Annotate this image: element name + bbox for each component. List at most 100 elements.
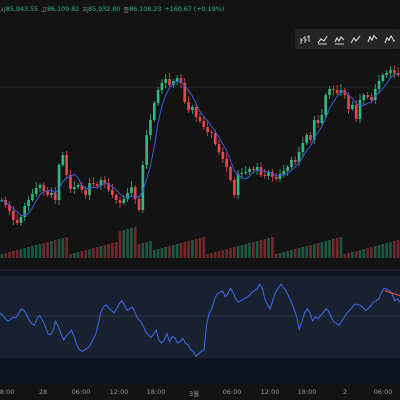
low-value: 85,932.80 xyxy=(88,5,121,13)
volume-bar xyxy=(50,241,53,258)
candle-body xyxy=(278,174,282,179)
candle-body xyxy=(213,133,217,144)
candle-body xyxy=(111,190,114,195)
volume-bar xyxy=(282,252,286,258)
candle-body xyxy=(133,187,137,199)
volume-bar xyxy=(126,229,129,258)
candle-body xyxy=(23,206,27,217)
volume-bar xyxy=(309,245,312,258)
volume-bar xyxy=(149,241,152,258)
volume-bar xyxy=(122,230,126,258)
volume-bar xyxy=(99,246,103,258)
volume-bar xyxy=(301,247,305,258)
volume-bar xyxy=(396,240,400,258)
candle-body xyxy=(385,73,388,75)
volume-bar xyxy=(332,239,335,258)
volume-bar xyxy=(130,228,133,258)
volume-bar xyxy=(137,244,141,258)
candle-icon[interactable] xyxy=(316,33,329,46)
volume-bar xyxy=(351,252,354,258)
volume-bar xyxy=(95,247,99,258)
volume-bar xyxy=(286,251,289,258)
candle-body xyxy=(27,200,30,206)
x-tick-label: 12:00 xyxy=(109,388,129,396)
candle-body xyxy=(179,78,183,83)
candle-body xyxy=(297,152,301,162)
candle-body xyxy=(114,195,118,200)
hollow-candle-icon[interactable] xyxy=(333,33,346,46)
volume-bar xyxy=(175,244,179,258)
volume-bar xyxy=(53,240,57,258)
volume-bar xyxy=(244,244,248,258)
candle-body xyxy=(69,175,72,189)
candle-body xyxy=(316,120,320,123)
candle-body xyxy=(309,135,312,140)
candle-body xyxy=(15,220,19,223)
volume-bar xyxy=(354,251,358,258)
candle-body xyxy=(156,90,160,103)
candle-body xyxy=(72,187,76,189)
volume-bar xyxy=(293,249,297,258)
candle-body xyxy=(229,167,232,180)
moving-average-line xyxy=(1,72,399,216)
candle-body xyxy=(263,175,267,176)
candle-body xyxy=(183,83,187,102)
candle-body xyxy=(103,180,107,183)
volume-bar xyxy=(366,248,369,258)
volume-bar xyxy=(217,251,221,258)
volume-bar xyxy=(42,243,46,258)
candle-body xyxy=(335,90,339,93)
candle-body xyxy=(194,107,198,117)
volume-bar xyxy=(114,242,118,258)
candle-body xyxy=(8,205,11,211)
baseline-icon[interactable] xyxy=(383,33,396,46)
volume-bar xyxy=(61,238,65,258)
volume-bar xyxy=(385,243,388,258)
candle-body xyxy=(65,155,68,175)
candle-body xyxy=(267,172,270,176)
x-tick-label: 18:00 xyxy=(146,388,166,396)
candle-body xyxy=(221,152,225,159)
candle-body xyxy=(354,105,358,119)
candle-body xyxy=(206,127,209,132)
volume-bar xyxy=(213,252,217,258)
candle-body xyxy=(46,191,49,195)
volume-bar xyxy=(111,243,114,258)
candle-body xyxy=(175,78,179,81)
candle-body xyxy=(152,103,156,120)
candle-body xyxy=(225,159,228,167)
open-value: 85,943.55 xyxy=(5,5,39,13)
volume-bar xyxy=(4,253,8,258)
volume-bar xyxy=(381,244,385,258)
volume-bar xyxy=(194,239,198,258)
volume-bar xyxy=(339,237,343,258)
rsi-band xyxy=(0,276,400,358)
volume-bar xyxy=(377,245,381,258)
volume-bar xyxy=(240,245,244,258)
volume-bar xyxy=(202,237,206,258)
candle-body xyxy=(202,121,206,127)
volume-bar xyxy=(84,250,88,258)
candle-body xyxy=(191,107,194,110)
bars-icon[interactable] xyxy=(299,33,312,46)
candle-body xyxy=(240,173,244,174)
candle-body xyxy=(122,199,126,203)
candle-body xyxy=(290,160,293,167)
volume-bar xyxy=(324,241,328,258)
volume-bar xyxy=(133,227,137,258)
candle-body xyxy=(160,83,164,90)
volume-bar xyxy=(252,242,255,258)
x-axis: 18:00 28 06:00 12:00 18:00 3월 06:00 12:0… xyxy=(0,384,400,400)
volume-bar xyxy=(88,249,91,258)
x-tick-label: 28 xyxy=(38,388,48,396)
x-tick-label: 18:00 xyxy=(0,388,15,396)
candle-body xyxy=(34,188,38,194)
candle-body xyxy=(126,193,129,199)
volume-bar xyxy=(145,242,148,258)
candle-body xyxy=(312,120,316,140)
line-icon[interactable] xyxy=(349,33,362,46)
area-icon[interactable] xyxy=(366,33,379,46)
candle-body xyxy=(187,102,190,110)
volume-bar xyxy=(248,243,251,258)
